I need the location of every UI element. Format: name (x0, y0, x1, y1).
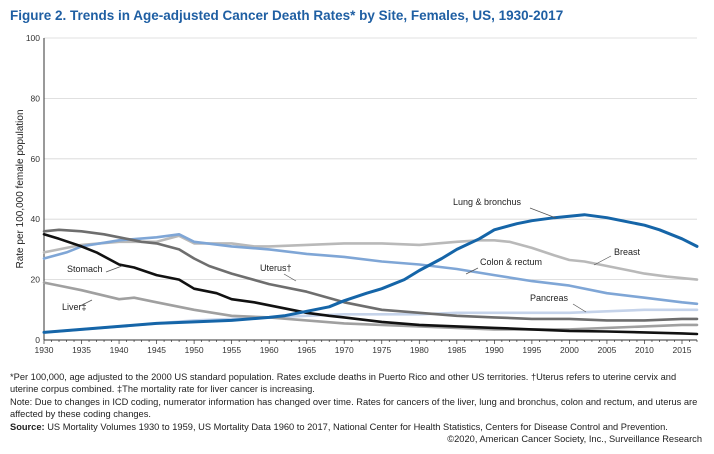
x-tick-label: 2010 (635, 345, 654, 355)
x-axis-ticks: 1930 1935 1940 1945 1950 1955 1960 1965 1970 1975… (35, 340, 698, 355)
x-tick-label: 1970 (335, 345, 354, 355)
x-tick-label: 2005 (597, 345, 616, 355)
x-tick-label: 1945 (147, 345, 166, 355)
source-label: Source: (10, 421, 45, 432)
series-label-uterus: Uterus† (260, 263, 292, 273)
x-tick-label: 2000 (560, 345, 579, 355)
leader-line-pancreas (572, 303, 587, 313)
footnote-source: Source: US Mortality Volumes 1930 to 195… (10, 421, 702, 433)
series-line-breast (42, 234, 699, 281)
x-tick-label: 1940 (110, 345, 129, 355)
y-axis-ticks: 0 20 40 60 80 100 (26, 33, 40, 345)
series-line-stomach (42, 233, 699, 336)
x-tick-label: 1930 (35, 345, 54, 355)
y-tick-label: 100 (26, 33, 40, 43)
y-tick-label: 60 (31, 154, 41, 164)
x-tick-label: 1955 (222, 345, 241, 355)
series-labels: Lung & bronchus Breast Colon & rectum Pancr… (62, 197, 641, 313)
chart-title: Figure 2. Trends in Age-adjusted Cancer … (10, 8, 564, 23)
gridlines (43, 37, 697, 341)
x-tick-label: 1990 (485, 345, 504, 355)
leader-line-liver (79, 299, 93, 307)
y-axis-label: Rate per 100,000 female population (15, 109, 26, 268)
series-label-colon: Colon & rectum (480, 257, 542, 267)
leader-line-lung (529, 207, 557, 219)
series-label-pancreas: Pancreas (530, 293, 569, 303)
x-tick-label: 1980 (410, 345, 429, 355)
series-line-lung (42, 213, 699, 334)
series-label-lung: Lung & bronchus (453, 197, 522, 207)
leader-line-stomach (105, 265, 123, 273)
leader-line-breast (593, 255, 612, 266)
series-line-uterus (42, 228, 699, 322)
copyright: ©2020, American Cancer Society, Inc., Su… (447, 434, 702, 445)
source-text: US Mortality Volumes 1930 to 1959, US Mo… (44, 421, 668, 432)
x-tick-label: 1935 (72, 345, 91, 355)
series-line-liver (42, 281, 699, 331)
y-tick-label: 80 (31, 93, 41, 103)
x-tick-label: 1950 (185, 345, 204, 355)
leader-line-uterus (283, 273, 297, 282)
x-tick-label: 1985 (447, 345, 466, 355)
y-tick-label: 20 (31, 275, 41, 285)
y-tick-label: 40 (31, 214, 41, 224)
series-lines (42, 213, 699, 336)
line-chart: 0 20 40 60 80 100 1930 1935 1940 1945 1950 1955 196… (15, 33, 699, 355)
leader-line-colon (465, 267, 479, 275)
series-label-stomach: Stomach (67, 264, 103, 274)
y-tick-label: 0 (35, 335, 40, 345)
x-tick-label: 1995 (522, 345, 541, 355)
series-label-liver: Liver‡ (62, 302, 87, 312)
x-tick-label: 1965 (297, 345, 316, 355)
x-tick-label: 1975 (372, 345, 391, 355)
x-tick-label: 2015 (673, 345, 692, 355)
x-tick-label: 1960 (260, 345, 279, 355)
footnotes: *Per 100,000, age adjusted to the 2000 U… (10, 371, 702, 445)
footnote-definitions: *Per 100,000, age adjusted to the 2000 U… (10, 372, 677, 395)
series-label-breast: Breast (614, 247, 641, 257)
footnote-coding-note: Note: Due to changes in ICD coding, nume… (10, 396, 698, 420)
